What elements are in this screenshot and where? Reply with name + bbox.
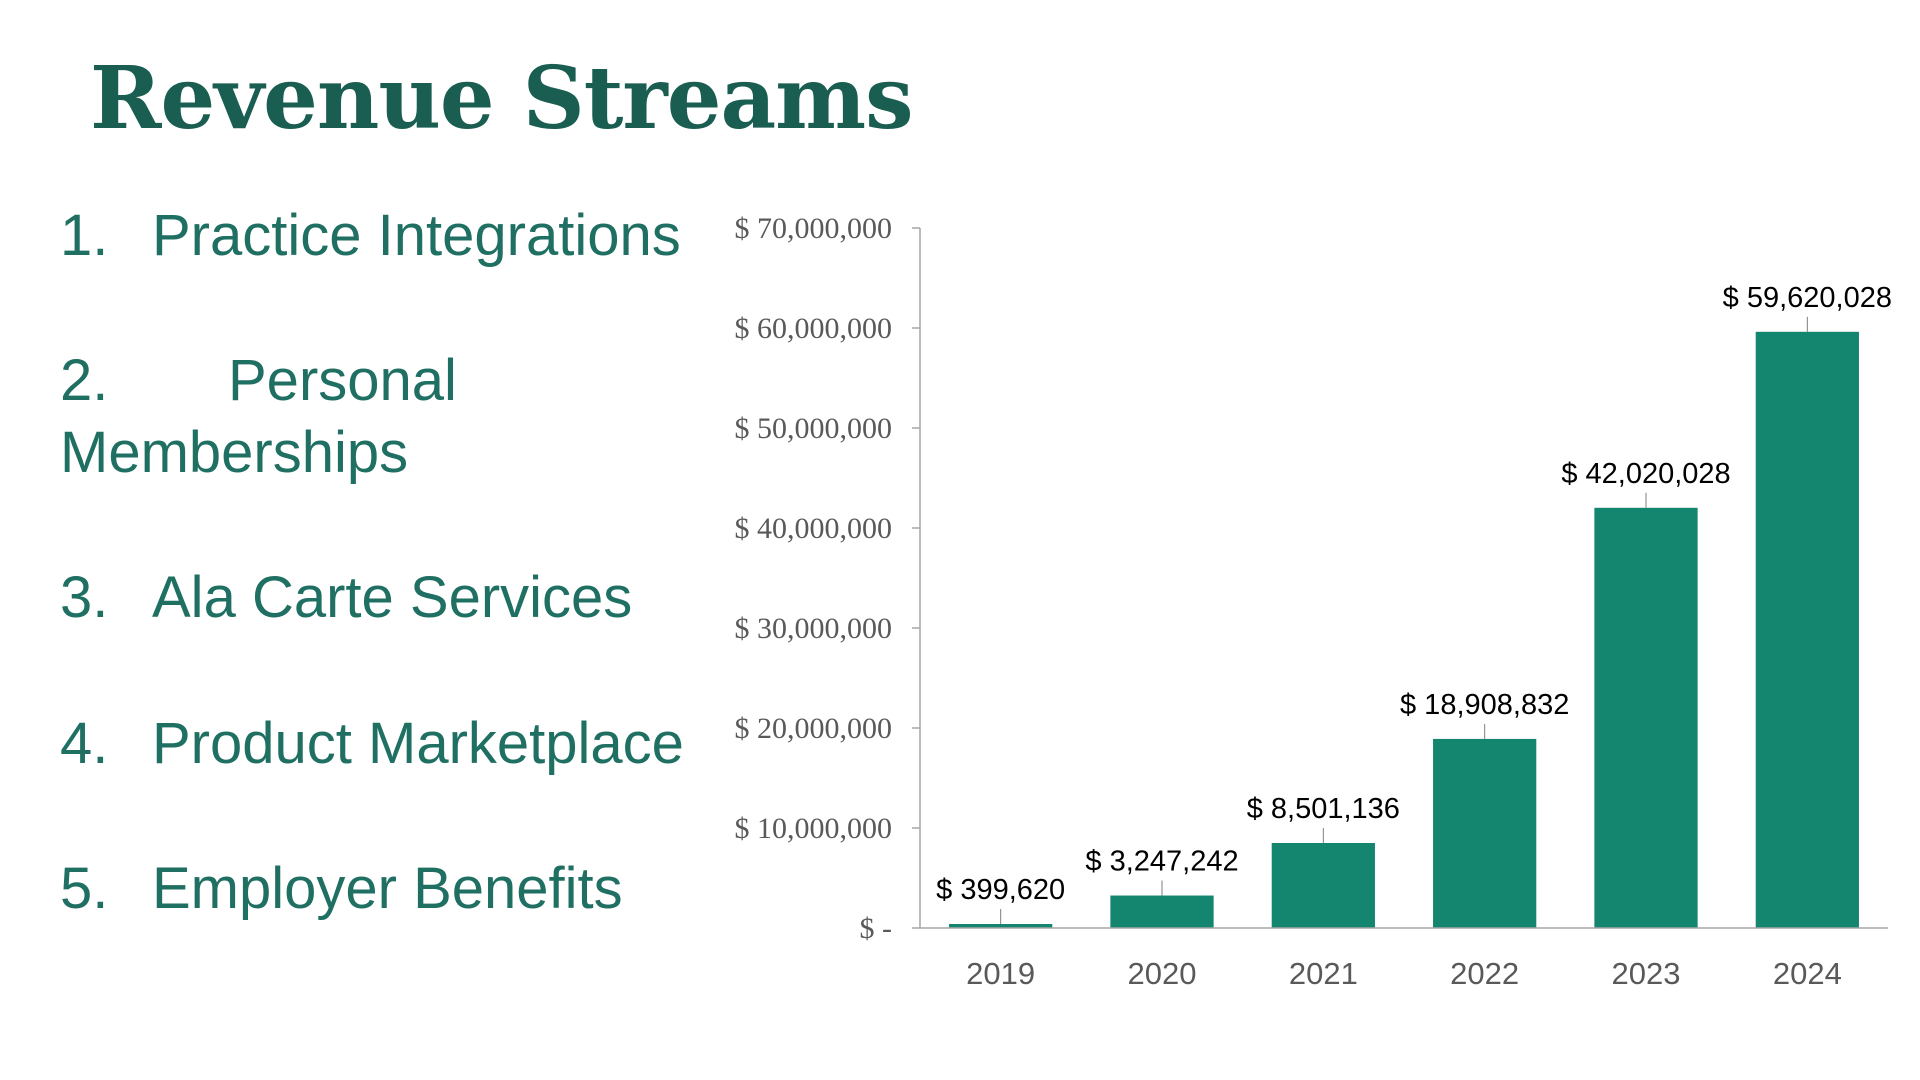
- list-item: 5. Employer Benefits: [60, 853, 623, 925]
- bar-2021: [1271, 842, 1375, 928]
- y-tick-label: $ 40,000,000: [735, 512, 893, 545]
- y-tick-label: $ 60,000,000: [735, 312, 893, 345]
- bar-2024: [1755, 331, 1859, 929]
- y-tick-label: $ 70,000,000: [735, 212, 893, 245]
- bar-2019: [949, 924, 1053, 928]
- bars: [949, 331, 1859, 929]
- list-item: 4. Product Marketplace: [60, 708, 684, 780]
- data-label-leaders: [1000, 316, 1808, 925]
- y-tick-label: $ 10,000,000: [735, 812, 893, 845]
- y-tick-label: $ 50,000,000: [735, 412, 893, 445]
- list-item-label: Product Marketplace: [152, 711, 684, 776]
- data-label: $ 8,501,136: [1247, 793, 1400, 825]
- page-title: Revenue Streams: [90, 48, 914, 149]
- x-tick-label: 2022: [1450, 956, 1519, 991]
- list-item-number: 1.: [60, 203, 109, 268]
- list-item-label: Practice Integrations: [152, 203, 681, 268]
- list-item-number: 4.: [60, 711, 109, 776]
- x-axis: 2019 2020 2021 2022 2023 2024: [920, 927, 1888, 991]
- list-item-label: Personal: [228, 348, 457, 413]
- y-tick-label: $ 30,000,000: [735, 612, 893, 645]
- revenue-streams-list: 1. Practice Integrations 2. Personal Member…: [60, 0, 720, 1080]
- bar-2022: [1433, 738, 1537, 928]
- x-tick-label: 2023: [1612, 956, 1681, 991]
- y-axis: $ - $ 10,000,000 $ 20,000,000 $ 30,000,000 $…: [735, 212, 921, 945]
- list-item-label-continued: Memberships: [60, 420, 409, 485]
- x-tick-label: 2020: [1128, 956, 1197, 991]
- x-tick-label: 2019: [966, 956, 1035, 991]
- list-item: 2. Personal Memberships: [60, 345, 457, 489]
- list-item-number: 5.: [60, 856, 109, 921]
- x-tick-label: 2024: [1773, 956, 1842, 991]
- data-label: $ 18,908,832: [1400, 689, 1569, 721]
- list-item-number: 3.: [60, 565, 109, 630]
- x-tick-label: 2021: [1289, 956, 1358, 991]
- data-labels: $ 399,620 $ 3,247,242 $ 8,501,136 $ 18,908,…: [936, 282, 1892, 906]
- data-label: $ 42,020,028: [1561, 458, 1730, 490]
- data-label: $ 3,247,242: [1085, 846, 1238, 878]
- list-item-number: 2.: [60, 348, 109, 413]
- list-item: 1. Practice Integrations: [60, 200, 681, 272]
- bar-2023: [1594, 507, 1698, 928]
- list-item-label: Ala Carte Services: [152, 565, 633, 630]
- y-tick-label: $ -: [860, 912, 893, 945]
- data-label: $ 59,620,028: [1723, 282, 1892, 314]
- list-item: 3. Ala Carte Services: [60, 562, 632, 634]
- list-item-label: Employer Benefits: [152, 856, 623, 921]
- y-tick-label: $ 20,000,000: [735, 712, 893, 745]
- data-label: $ 399,620: [936, 874, 1065, 906]
- bar-2020: [1110, 895, 1214, 928]
